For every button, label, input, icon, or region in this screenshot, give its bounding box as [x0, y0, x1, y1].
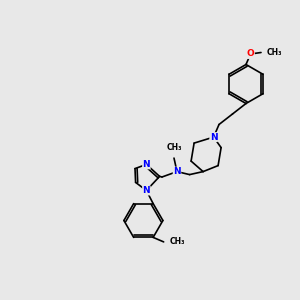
Text: N: N: [142, 186, 150, 195]
Text: CH₃: CH₃: [267, 48, 283, 57]
Text: N: N: [210, 133, 218, 142]
Text: O: O: [247, 50, 254, 58]
Text: CH₃: CH₃: [170, 237, 185, 246]
Text: CH₃: CH₃: [166, 143, 182, 152]
Text: N: N: [173, 167, 181, 176]
Text: N: N: [142, 160, 150, 169]
